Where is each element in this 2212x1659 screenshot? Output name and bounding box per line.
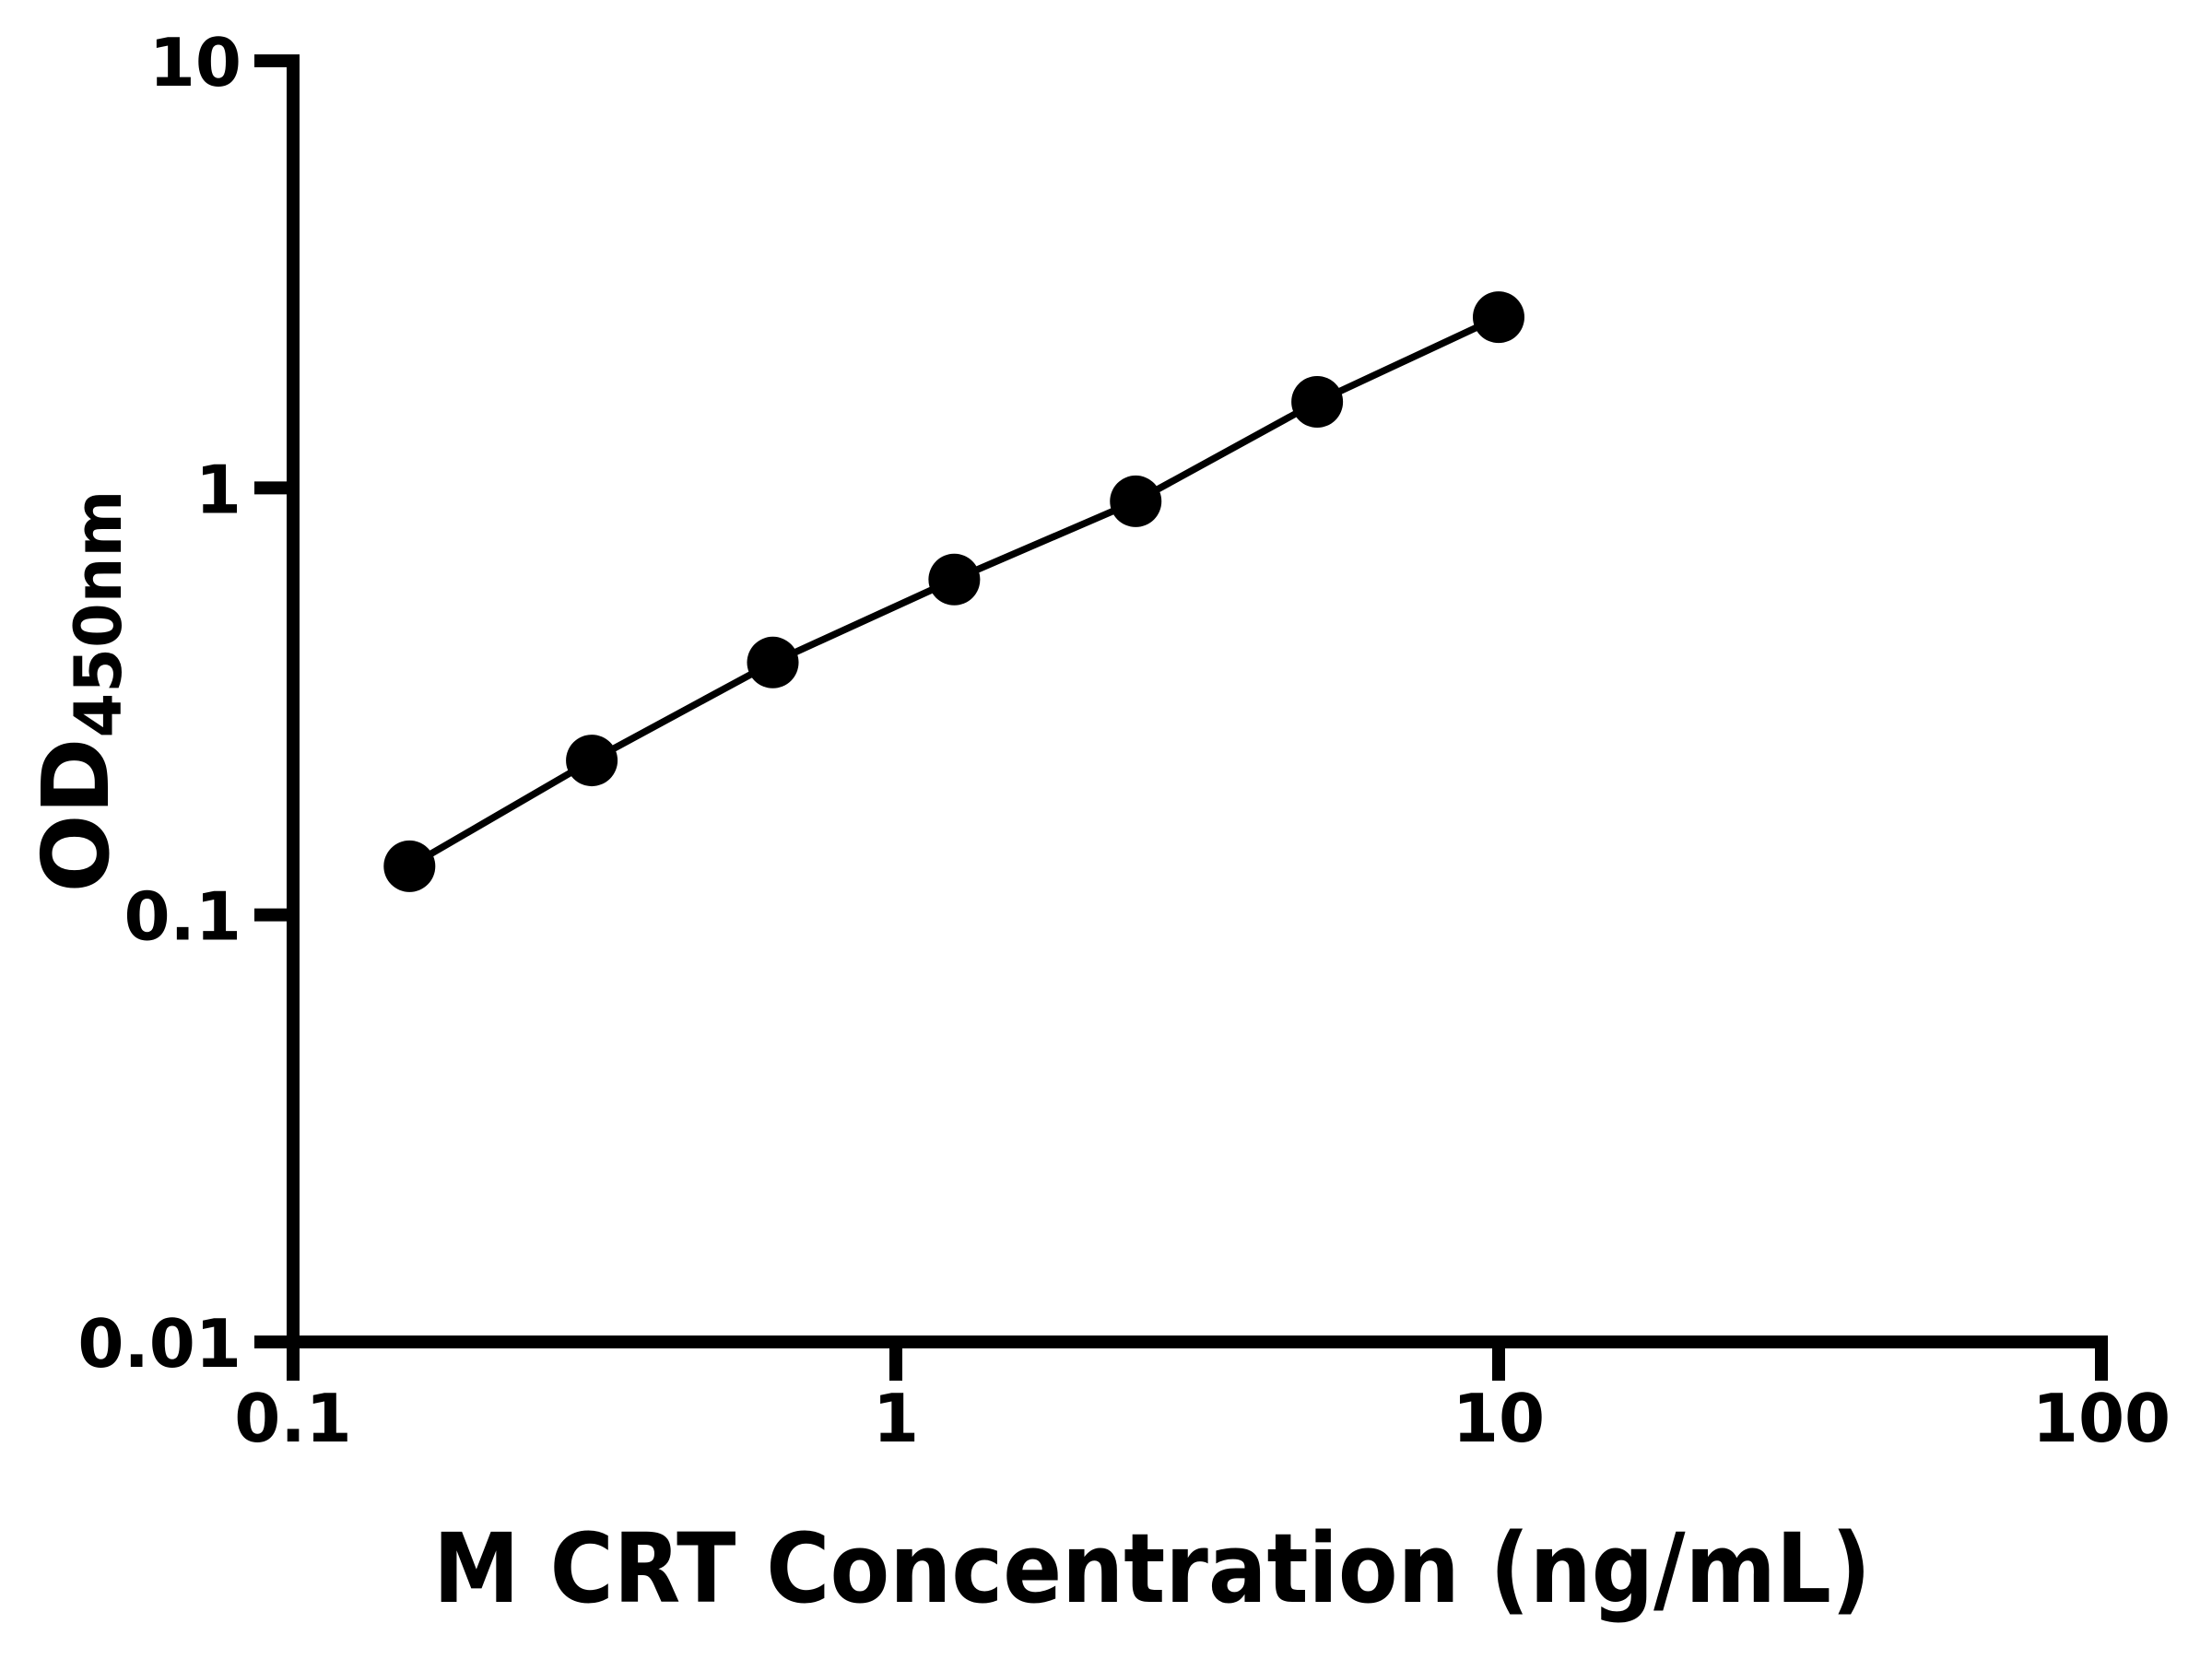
y-tick-label: 10	[149, 24, 241, 101]
data-point-marker	[566, 735, 618, 787]
data-point-marker	[383, 840, 436, 892]
data-point-marker	[1110, 475, 1162, 527]
y-axis-title: OD450nm	[22, 490, 136, 893]
x-tick-label: 10	[1453, 1380, 1545, 1457]
data-point-marker	[928, 553, 981, 606]
axis-ticks	[254, 54, 2108, 1381]
data-series	[383, 291, 1524, 892]
y-axis-title-subscript: 450nm	[61, 490, 136, 738]
y-axis-title-main: OD	[22, 737, 130, 892]
y-tick-label: 0.01	[77, 1305, 241, 1382]
data-point-marker	[747, 636, 799, 688]
data-point-marker	[1473, 291, 1524, 344]
x-axis-title: M CRT Concentration (ng/mL)	[433, 1512, 1871, 1625]
x-tick-label: 100	[2032, 1380, 2171, 1457]
y-tick-label: 1	[195, 451, 241, 528]
y-tick-label: 0.1	[124, 878, 241, 956]
axis-spine	[287, 61, 2101, 1348]
axes	[287, 61, 2101, 1348]
x-tick-label: 0.1	[234, 1380, 352, 1457]
data-point-marker	[1291, 376, 1344, 429]
x-tick-label: 1	[873, 1380, 919, 1457]
